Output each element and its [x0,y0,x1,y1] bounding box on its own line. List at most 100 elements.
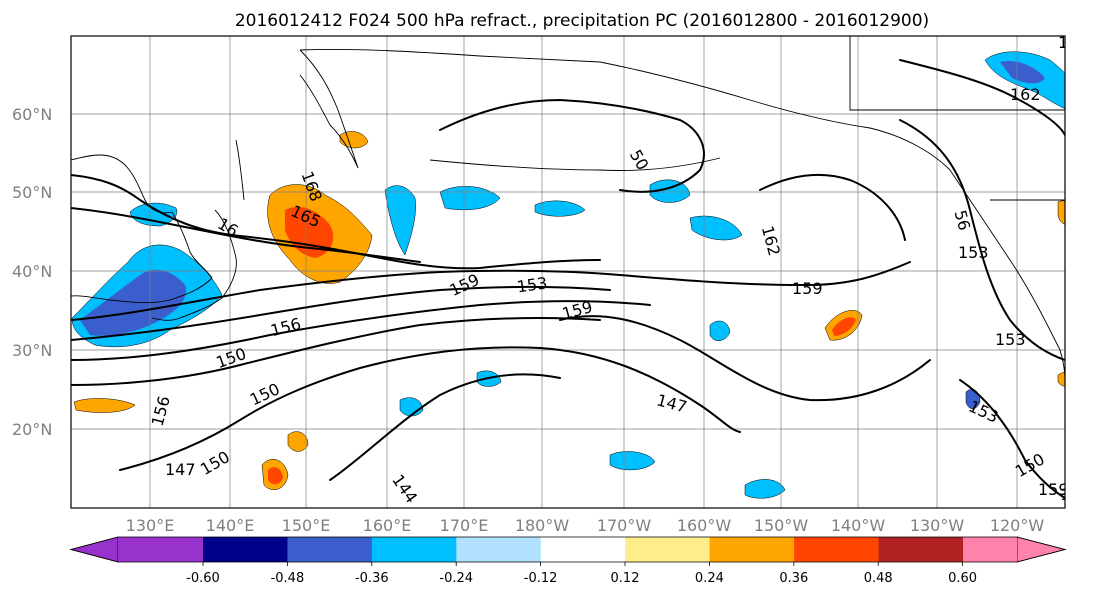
contour-north-loop [439,99,705,193]
coast-siberia [299,49,601,63]
map-panel: 165 168 162 16 165 50 162 56 153 159 159… [70,33,1103,509]
precip-patch-red-large [285,206,334,258]
colorbar-segment [625,537,711,562]
contour-147 [119,346,741,471]
precip-patch-blue-165 [384,185,416,256]
contour-150-east [959,379,1065,499]
colorbar-tick-labels: -0.60 -0.48 -0.36 -0.24 -0.12 0.12 0.24 0.36 0.4… [186,571,977,586]
lon-label: 130°W [910,516,965,535]
coastlines [71,36,1065,381]
lat-label-60n: 60°N [12,105,52,124]
precip-patch-blue-pacific-3 [649,179,691,203]
contour-162-east [759,173,906,241]
coast-sakhalin [235,139,245,201]
colorbar-tick-label: -0.12 [524,571,558,586]
lat-label-50n: 50°N [12,183,52,202]
precip-patch-orange-150e [287,431,309,452]
colorbar-segment [794,537,880,562]
contour-label: 159 [1060,485,1091,504]
colorbar-tick-label: 0.12 [611,571,640,586]
colorbar-tick-label: -0.60 [186,571,220,586]
colorbar-tick-label: -0.24 [439,571,473,586]
longitude-labels: 130°E 140°E 150°E 160°E 170°E 180°W 170°… [126,516,1045,535]
contour-label: 162 [1010,85,1041,104]
precip-patch-orange-coast [1057,371,1065,387]
colorbar-tick-label: -0.36 [355,571,389,586]
precip-patch-blue-30n [709,320,731,341]
colorbar-tick-label: 0.60 [948,571,977,586]
lat-label-30n: 30°N [12,341,52,360]
contour-153-east [899,119,1065,361]
contour-159-south [559,315,931,402]
coast-canada-border [849,36,1065,111]
lat-label-40n: 40°N [12,262,52,281]
lon-label: 160°W [677,516,732,535]
precip-patch-blue-alaska-core [1000,60,1045,84]
coast-kamchatka [299,49,359,169]
precip-patch-blue-south-1 [609,451,656,471]
contour-label: 153 [516,273,549,296]
contour-label: 56 [950,208,974,233]
contour-165-west [71,174,601,270]
contour-162-north [71,207,421,263]
contour-162-alaska [899,59,1065,136]
contour-label: 153 [958,243,989,262]
lon-label: 150°W [754,516,809,535]
colorbar-segment [709,537,795,562]
lon-label: 150°E [282,516,331,535]
precip-patch-red-20n [268,467,283,485]
colorbar-segment [287,537,373,562]
colorbar-segment [540,537,626,562]
colorbar-segment [456,537,542,562]
latitude-labels: 60°N 50°N 40°N 30°N 20°N [12,105,52,439]
contour-label: 147 [165,460,196,479]
lon-label: 170°E [440,516,489,535]
precip-patch-orange-canada [1057,200,1065,225]
colorbar-ticks [202,562,963,566]
lon-label: 140°E [206,516,255,535]
lon-label: 140°W [831,516,886,535]
precip-patch-blue-pacific-2 [534,200,586,217]
lon-label: 120°W [990,516,1045,535]
coast-asia [71,154,213,304]
lon-label: 180°W [515,516,570,535]
contour-144 [329,373,561,481]
colorbar-segment [118,537,203,562]
map-frame [70,35,1066,509]
colorbar-tick-label: -0.48 [271,571,305,586]
lat-label-20n: 20°N [12,420,52,439]
contour-159-jet [71,261,911,321]
colorbar-segment [203,537,288,562]
colorbar-tick-label: 0.48 [864,571,893,586]
colorbar-tick-label: 0.24 [695,571,724,586]
contour-label: 153 [995,330,1026,349]
lon-label: 130°E [126,516,175,535]
colorbar-segment [963,537,1017,562]
colorbar-extend-low [69,536,119,563]
contour-label: 165 [1058,33,1089,52]
precip-patch-blue-pacific-4 [689,215,743,241]
contour-label: 159 [1079,241,1103,274]
contour-label: 159 [792,279,823,298]
contour-label: 159 [1038,480,1069,499]
coast-japan [151,209,237,321]
coast-alaska [599,61,1065,381]
colorbar-tick-label: 0.36 [779,571,808,586]
precip-patch-orange-west [73,398,136,413]
precip-patch-blue-south-2 [744,479,786,499]
colorbar-segment [371,537,457,562]
coast-aleutians [429,157,721,171]
colorbar-segment [878,537,964,562]
colorbar-outline [69,536,1067,563]
colorbar-segments [69,536,1067,563]
precipitation-shading [71,51,1065,499]
precip-patch-red-140w [832,317,856,336]
lon-label: 160°E [363,516,412,535]
contour-150 [71,316,601,386]
lon-label: 170°W [597,516,652,535]
colorbar-extend-high [1016,536,1067,563]
figure-title: 2016012412 F024 500 hPa refract., precip… [235,11,929,31]
contour-153 [71,300,651,361]
refractivity-contours [71,59,1065,499]
